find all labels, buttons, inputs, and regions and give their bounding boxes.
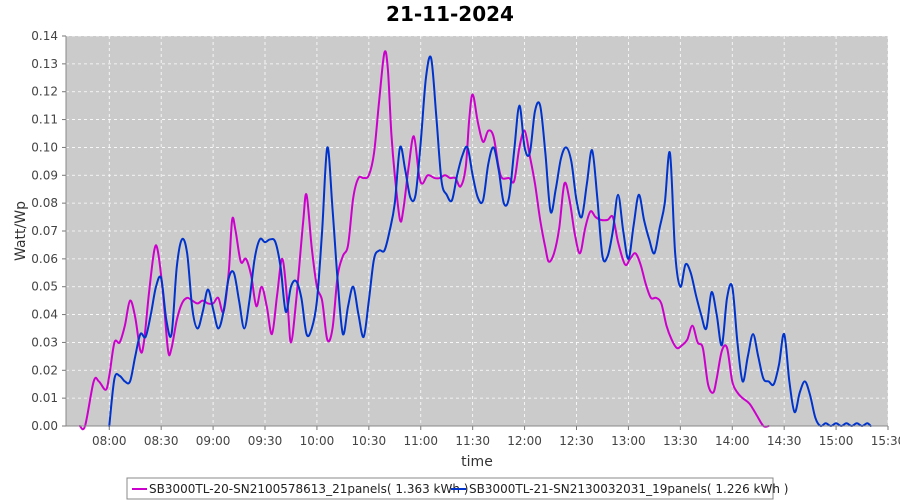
legend: SB3000TL-20-SN2100578613_21panels( 1.363… [126,477,788,500]
x-tick-label: 09:30 [248,434,283,448]
x-tick-label: 14:00 [715,434,750,448]
y-tick-label: 0.14 [31,29,58,43]
y-tick-label: 0.09 [31,168,58,182]
series-line-1 [78,50,770,431]
x-tick-label: 08:30 [144,434,179,448]
x-tick-label: 15:00 [819,434,854,448]
axis-ticks: 08:00 08:30 09:00 09:30 10:00 10:30 11:00 11:30… [31,29,900,448]
y-tick-label: 0.13 [31,57,58,71]
legend-label-1: SB3000TL-20-SN2100578613_21panels( 1.363… [149,482,468,496]
x-axis-label: time [461,454,493,470]
y-tick-label: 0.07 [31,224,58,238]
legend-box [126,477,774,500]
y-tick-label: 0.03 [31,335,58,349]
y-tick-label: 0.02 [31,363,58,377]
x-tick-label: 13:30 [663,434,698,448]
y-axis-label: Watt/Wp [13,201,29,261]
x-tick-label: 11:30 [455,434,490,448]
x-tick-label: 09:00 [196,434,231,448]
x-tick-label: 14:30 [767,434,802,448]
series-line-2 [108,55,872,428]
y-tick-label: 0.10 [31,140,58,154]
y-tick-label: 0.11 [31,113,58,127]
series-layer [78,50,872,431]
x-tick-label: 10:00 [300,434,335,448]
y-tick-label: 0.00 [31,419,58,433]
x-tick-label: 11:00 [403,434,438,448]
y-tick-label: 0.08 [31,196,58,210]
legend-label-2: SB3000TL-21-SN2130032031_19panels( 1.226… [469,482,788,496]
y-tick-label: 0.05 [31,280,58,294]
x-tick-label: 10:30 [352,434,387,448]
y-tick-label: 0.12 [31,85,58,99]
x-tick-label: 12:00 [507,434,542,448]
chart-title: 21-11-2024 [386,2,514,26]
y-tick-label: 0.06 [31,252,58,266]
y-tick-label: 0.04 [31,308,58,322]
x-tick-label: 13:00 [611,434,646,448]
x-tick-label: 12:30 [559,434,594,448]
x-tick-label: 08:00 [92,434,127,448]
y-tick-label: 0.01 [31,391,58,405]
x-tick-label: 15:30 [871,434,900,448]
